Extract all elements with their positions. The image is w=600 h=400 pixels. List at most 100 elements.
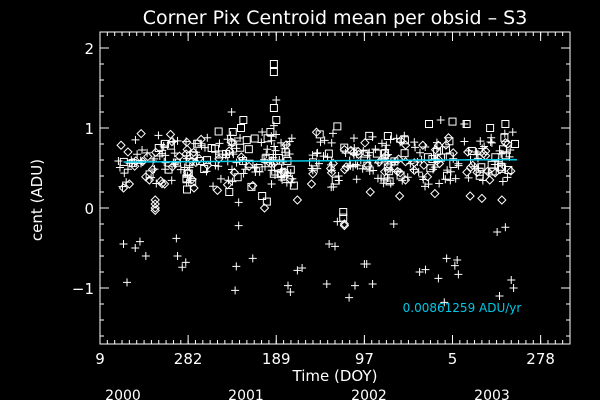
band-point — [474, 164, 483, 173]
band-point — [114, 157, 123, 166]
band-point — [157, 178, 167, 189]
data-point-square — [154, 144, 163, 152]
band-point — [360, 138, 370, 148]
band-point — [316, 138, 325, 147]
band-point — [377, 155, 386, 164]
band-point — [476, 137, 485, 146]
band-point — [472, 147, 481, 156]
data-point-square — [462, 120, 471, 128]
band-point — [465, 162, 476, 173]
band-point — [182, 137, 192, 147]
band-point — [445, 137, 454, 146]
band-point — [181, 149, 191, 159]
band-point — [155, 151, 164, 160]
band-point — [351, 160, 360, 169]
band-point — [245, 159, 254, 168]
data-point-plus — [421, 265, 430, 274]
band-point — [320, 136, 329, 145]
band-point — [147, 164, 158, 175]
x-axis-label: Time (DOY) — [292, 367, 378, 385]
x-tick-label: 282 — [174, 350, 203, 368]
band-point — [416, 148, 425, 157]
band-point — [365, 162, 374, 171]
year-label: 2003 — [474, 388, 510, 400]
data-point-plus — [436, 116, 445, 124]
band-point — [263, 145, 272, 154]
band-point — [478, 149, 489, 159]
x-tick-label: 97 — [355, 350, 374, 368]
band-point — [464, 146, 473, 155]
band-point — [432, 144, 441, 153]
band-point — [238, 155, 247, 164]
band-point — [229, 150, 238, 159]
band-point — [214, 154, 224, 164]
data-point-plus — [173, 252, 182, 260]
band-point — [478, 176, 487, 185]
band-point — [377, 139, 386, 148]
band-point — [413, 157, 422, 166]
band-point — [379, 166, 390, 177]
data-point-square — [501, 120, 510, 128]
band-point — [331, 176, 340, 185]
band-point — [133, 150, 142, 159]
data-point-diamond — [144, 175, 155, 185]
band-point — [511, 139, 520, 148]
band-point — [503, 139, 513, 149]
band-point — [222, 150, 231, 159]
year-label: 2002 — [351, 388, 387, 400]
band-point — [487, 138, 496, 147]
band-point — [270, 142, 279, 151]
band-point — [490, 168, 500, 178]
band-point — [506, 166, 516, 176]
band-point — [454, 159, 463, 168]
data-point-plus — [298, 264, 307, 272]
band-point — [167, 136, 177, 147]
band-point — [250, 134, 259, 143]
band-point — [363, 151, 372, 160]
band-point — [369, 166, 378, 175]
year-label: 2001 — [228, 388, 264, 400]
band-point — [384, 167, 393, 176]
data-point-plus — [454, 270, 463, 279]
band-point — [136, 156, 145, 165]
data-point-plus — [460, 120, 469, 128]
band-point — [359, 146, 368, 155]
data-point-diamond — [189, 183, 199, 193]
band-point — [214, 127, 223, 136]
band-point — [228, 177, 237, 186]
band-point — [349, 134, 358, 143]
data-point-plus — [331, 242, 339, 251]
data-point-square — [383, 132, 392, 140]
data-point-plus — [509, 284, 518, 292]
data-point-plus — [493, 228, 502, 236]
band-point — [156, 176, 166, 186]
band-point — [313, 148, 322, 157]
band-point — [242, 136, 251, 145]
chart-title: Corner Pix Centroid mean per obsid – S3 — [143, 7, 528, 29]
band-point — [236, 133, 245, 142]
band-point — [460, 137, 469, 146]
data-point-diamond — [394, 191, 405, 201]
band-point — [410, 138, 419, 147]
band-point — [503, 173, 512, 182]
band-point — [312, 149, 321, 158]
band-point — [131, 135, 140, 144]
band-point — [382, 141, 391, 150]
data-point-diamond — [150, 205, 160, 216]
x-tick-label: 5 — [448, 350, 458, 368]
data-point-square — [486, 124, 495, 132]
band-point — [340, 143, 349, 152]
data-point-plus — [284, 281, 292, 290]
data-point-square — [333, 122, 342, 131]
data-point-diamond — [159, 179, 170, 189]
data-point-square — [339, 208, 348, 216]
band-point — [328, 129, 337, 138]
y-tick-label: 2 — [84, 40, 94, 58]
data-point-diamond — [248, 180, 258, 191]
band-point — [327, 138, 336, 147]
x-tick-label: 278 — [526, 350, 555, 368]
band-point — [271, 146, 280, 155]
band-point — [395, 135, 406, 146]
band-point — [473, 154, 482, 163]
data-point-diamond — [150, 203, 160, 213]
